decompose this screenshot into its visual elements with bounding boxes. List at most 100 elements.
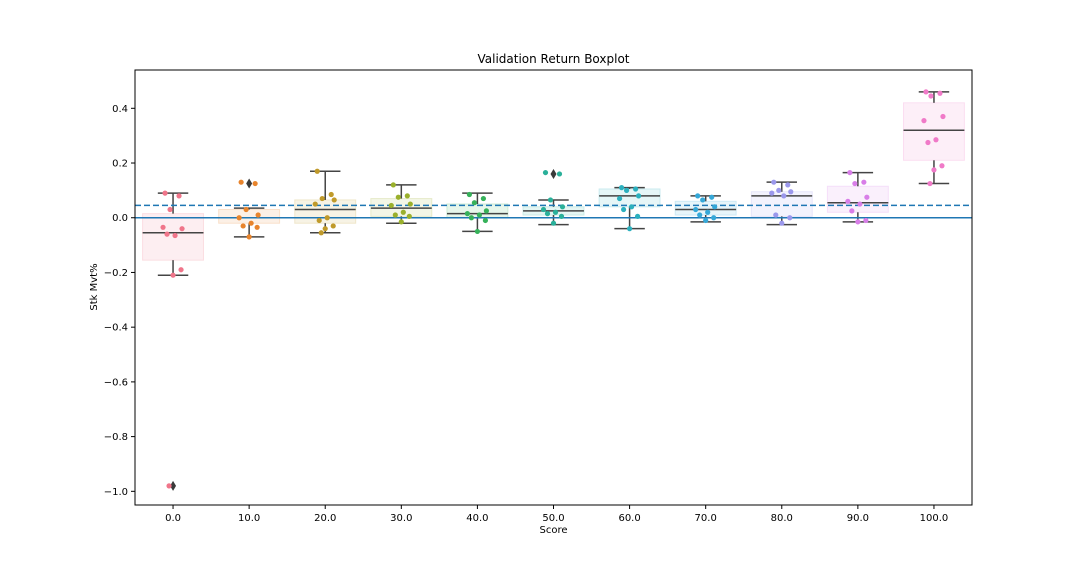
data-point bbox=[542, 169, 549, 176]
data-point bbox=[252, 180, 258, 187]
box bbox=[903, 102, 965, 161]
data-point bbox=[331, 197, 337, 203]
data-point bbox=[544, 211, 551, 217]
data-point bbox=[254, 224, 260, 230]
data-point bbox=[468, 215, 475, 221]
data-point bbox=[471, 200, 478, 206]
data-point bbox=[243, 206, 249, 213]
data-point bbox=[398, 219, 404, 225]
data-point bbox=[863, 217, 869, 224]
data-point bbox=[540, 206, 547, 213]
y-axis-label: Stk Mvt% bbox=[89, 263, 100, 310]
x-tick-label: 10.0 bbox=[238, 513, 260, 524]
x-tick-label: 70.0 bbox=[695, 513, 717, 524]
box bbox=[294, 199, 357, 224]
data-point bbox=[626, 226, 633, 232]
plot-area bbox=[135, 89, 972, 491]
outlier-marker bbox=[246, 178, 253, 189]
data-point bbox=[162, 190, 168, 196]
data-point bbox=[464, 211, 471, 217]
data-point bbox=[319, 195, 325, 202]
x-axis-label: Score bbox=[539, 525, 567, 536]
y-tick-label: 0.2 bbox=[112, 159, 128, 170]
box bbox=[598, 188, 661, 208]
data-point bbox=[939, 163, 945, 169]
data-point bbox=[857, 201, 863, 207]
data-point bbox=[312, 201, 318, 207]
box-group-20-0 bbox=[294, 170, 357, 234]
data-point bbox=[324, 215, 330, 221]
data-point bbox=[407, 201, 413, 207]
data-point bbox=[855, 219, 861, 225]
data-point bbox=[940, 113, 946, 120]
data-point bbox=[779, 220, 785, 226]
y-tick-label: −0.2 bbox=[104, 268, 128, 279]
data-point bbox=[616, 195, 623, 202]
data-point bbox=[178, 267, 184, 273]
data-point bbox=[845, 198, 851, 204]
box-group-90-0 bbox=[826, 171, 889, 223]
data-point bbox=[160, 224, 166, 230]
y-tick-label: −1.0 bbox=[104, 487, 128, 498]
data-point bbox=[466, 191, 473, 198]
data-point bbox=[483, 208, 490, 214]
data-point bbox=[476, 212, 483, 218]
y-tick-label: 0.4 bbox=[112, 104, 128, 115]
data-point bbox=[556, 171, 563, 177]
data-point bbox=[179, 226, 185, 232]
data-point bbox=[634, 213, 641, 219]
plot-frame bbox=[134, 69, 973, 506]
data-point bbox=[164, 231, 170, 237]
data-point bbox=[931, 167, 937, 173]
data-point bbox=[559, 204, 566, 210]
data-point bbox=[552, 209, 559, 215]
data-point bbox=[709, 194, 715, 200]
x-tick-label: 90.0 bbox=[847, 513, 869, 524]
data-point bbox=[923, 89, 929, 95]
data-point bbox=[406, 213, 412, 219]
x-tick-label: 80.0 bbox=[771, 513, 793, 524]
data-point bbox=[928, 93, 934, 99]
data-point bbox=[695, 193, 701, 199]
outlier-marker bbox=[550, 168, 557, 179]
data-point bbox=[246, 234, 252, 240]
data-point bbox=[167, 206, 173, 213]
data-point bbox=[240, 223, 246, 229]
data-point bbox=[847, 169, 853, 176]
x-tick-label: 40.0 bbox=[466, 513, 488, 524]
data-point bbox=[773, 212, 779, 218]
data-point bbox=[921, 118, 927, 124]
data-point bbox=[388, 202, 394, 209]
data-point bbox=[558, 213, 565, 219]
y-tick-label: 0.0 bbox=[112, 213, 128, 224]
data-point bbox=[328, 191, 334, 198]
data-point bbox=[474, 228, 481, 235]
data-point bbox=[618, 185, 625, 191]
data-point bbox=[788, 189, 794, 195]
data-point bbox=[404, 193, 410, 199]
data-point bbox=[628, 204, 635, 210]
x-tick-label: 50.0 bbox=[542, 513, 564, 524]
data-point bbox=[330, 223, 336, 229]
x-tick-label: 20.0 bbox=[314, 513, 336, 524]
data-point bbox=[937, 90, 943, 96]
data-point bbox=[927, 180, 933, 187]
data-point bbox=[697, 212, 703, 218]
box-group-40-0 bbox=[446, 192, 509, 233]
data-point bbox=[712, 204, 718, 210]
box bbox=[218, 209, 281, 224]
data-point bbox=[390, 182, 396, 188]
data-point bbox=[170, 272, 176, 278]
data-point bbox=[322, 226, 328, 232]
data-point bbox=[849, 208, 855, 214]
data-point bbox=[255, 212, 261, 218]
data-point bbox=[771, 179, 777, 185]
data-point bbox=[482, 217, 489, 224]
data-point bbox=[769, 190, 775, 196]
data-point bbox=[395, 194, 401, 200]
box-group-50-0 bbox=[522, 168, 585, 226]
axes: −1.0 −0.8 −0.6 −0.4 −0.2 0.0 0.2 0.4 0.0 10.0 20.0… bbox=[104, 69, 973, 524]
y-tick-label: −0.8 bbox=[104, 432, 128, 443]
data-point bbox=[861, 179, 867, 185]
